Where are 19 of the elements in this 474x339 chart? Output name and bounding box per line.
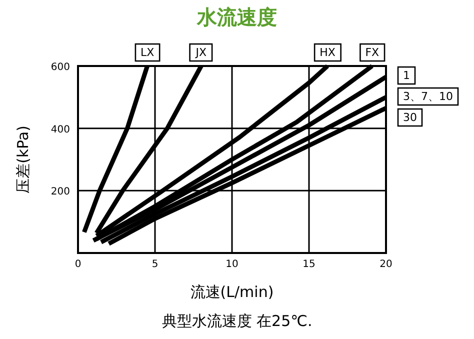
x-tick-label: 0 <box>74 259 82 270</box>
series-label: 3、7、10 <box>403 90 453 103</box>
legend-label: FX <box>365 46 380 59</box>
y-axis-title: 压差(kPa) <box>14 126 32 194</box>
series-label: 1 <box>403 69 410 82</box>
x-tick-label: 5 <box>152 259 158 270</box>
series-label: LX <box>140 46 155 59</box>
y-tick-label: 600 <box>50 62 70 73</box>
x-tick-label: 10 <box>226 259 238 270</box>
series-label: HX <box>320 46 336 59</box>
x-tick-label: 15 <box>302 259 316 270</box>
text: 典型水流速度 在25℃. <box>162 312 312 330</box>
series-label: JX <box>194 46 208 59</box>
series-label: 30 <box>403 111 417 124</box>
y-tick-label: 200 <box>50 186 70 198</box>
x-axis-title: 流速(L/min) <box>190 283 274 301</box>
title: 水流速度 <box>197 5 277 29</box>
x-tick-label: 20 <box>380 259 392 270</box>
y-tick-label: 400 <box>50 124 70 136</box>
